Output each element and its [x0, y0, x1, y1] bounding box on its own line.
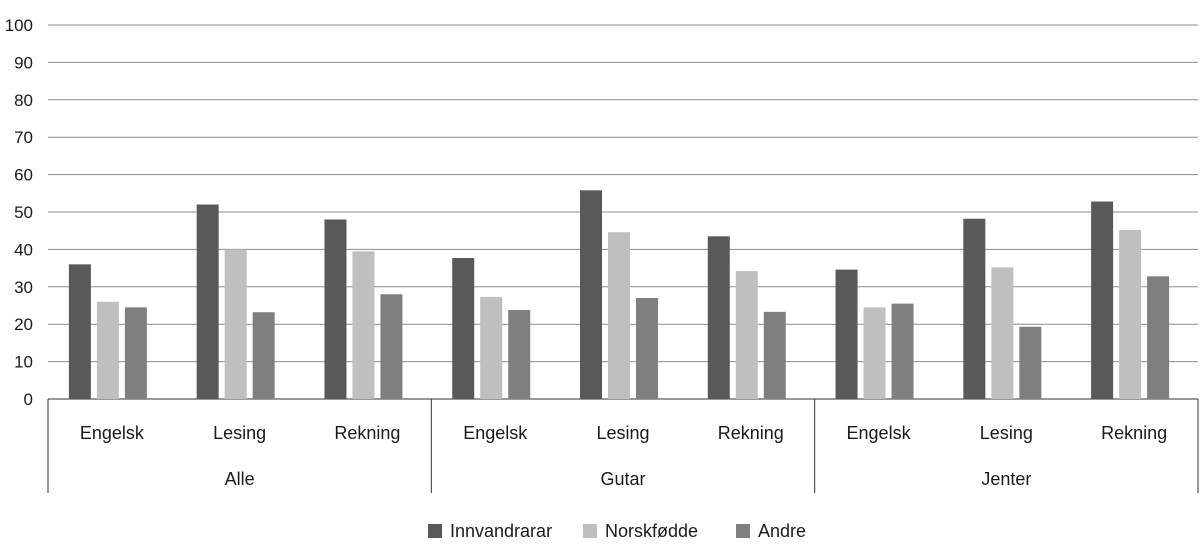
x-category-label: Rekning [718, 423, 784, 443]
bar-innvandrarar [452, 258, 475, 399]
y-tick-label: 0 [24, 390, 33, 409]
bar-andre [124, 307, 147, 399]
bar-norskfødde [608, 232, 630, 399]
legend-swatch [428, 524, 442, 538]
x-category-label: Lesing [596, 423, 649, 443]
bar-innvandrarar [580, 190, 602, 399]
y-tick-label: 70 [14, 128, 33, 147]
bar-innvandrarar [68, 264, 91, 399]
bar-norskfødde [991, 267, 1014, 399]
bar-norskfødde [96, 301, 119, 399]
bar-norskfødde [224, 249, 247, 399]
bar-norskfødde [480, 296, 503, 399]
x-category-label: Engelsk [463, 423, 528, 443]
bars-layer [68, 190, 1170, 399]
bar-norskfødde [1119, 229, 1142, 399]
bar-andre [380, 294, 403, 399]
bar-andre [508, 309, 531, 399]
y-tick-label: 20 [14, 315, 33, 334]
y-tick-label: 30 [14, 278, 33, 297]
bar-norskfødde [863, 307, 886, 399]
x-category-label: Lesing [213, 423, 266, 443]
x-group-label: Jenter [981, 469, 1031, 489]
legend-swatch [583, 524, 597, 538]
bar-innvandrarar [324, 219, 347, 399]
legend-label: Andre [758, 521, 806, 541]
y-tick-label: 10 [14, 353, 33, 372]
y-tick-label: 40 [14, 240, 33, 259]
bar-innvandrarar [835, 269, 858, 399]
x-category-label: Lesing [980, 423, 1033, 443]
y-tick-label: 100 [5, 16, 33, 35]
labels-layer: 0 10 20 30 40 50 60 70 80 90 100 Engelsk Lesing Rekni… [5, 16, 1168, 489]
legend-label: Innvandrarar [450, 521, 552, 541]
bar-innvandrarar [707, 236, 730, 399]
bar-innvandrarar [196, 204, 219, 399]
y-tick-label: 80 [14, 91, 33, 110]
y-tick-label: 60 [14, 166, 33, 185]
y-tick-label: 90 [14, 53, 33, 72]
bar-andre [636, 298, 658, 399]
bar-innvandrarar [963, 218, 986, 399]
bar-andre [1019, 326, 1042, 399]
x-category-label: Rekning [1101, 423, 1167, 443]
legend-swatch [736, 524, 750, 538]
legend-label: Norskfødde [605, 521, 698, 541]
x-category-label: Rekning [334, 423, 400, 443]
x-group-label: Alle [225, 469, 255, 489]
axis-layer [47, 399, 1199, 493]
x-category-label: Engelsk [847, 423, 912, 443]
bar-andre [891, 303, 914, 399]
legend: Innvandrarar Norskfødde Andre [428, 521, 806, 541]
bar-norskfødde [735, 271, 758, 399]
bar-andre [252, 312, 275, 399]
bar-innvandrarar [1091, 201, 1114, 399]
bar-norskfødde [352, 251, 375, 399]
y-tick-label: 50 [14, 203, 33, 222]
bar-andre [763, 311, 786, 399]
bar-andre [1147, 276, 1170, 399]
x-category-label: Engelsk [80, 423, 145, 443]
x-group-label: Gutar [600, 469, 645, 489]
